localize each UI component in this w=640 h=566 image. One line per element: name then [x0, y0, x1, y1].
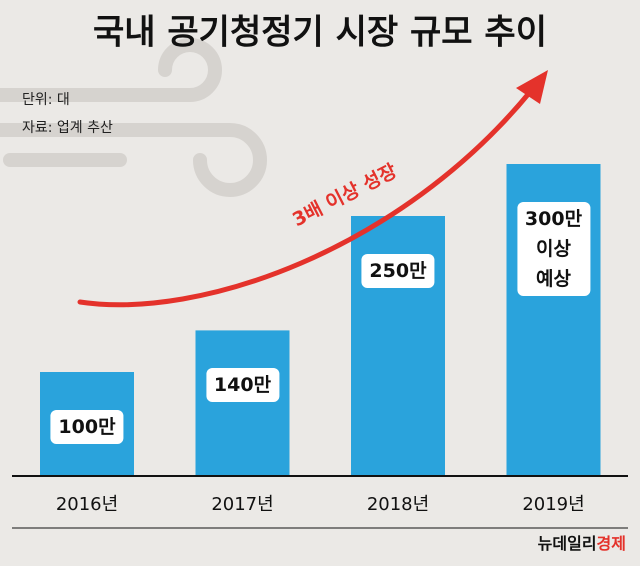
- x-tick-label: 2018년: [367, 494, 429, 515]
- arrow-head: [516, 70, 548, 104]
- value-label: 250만: [361, 254, 435, 288]
- x-tick-label: 2019년: [522, 494, 584, 515]
- wind-decoration: [0, 38, 267, 197]
- publisher-section: 경제: [597, 534, 626, 553]
- x-tick-label: 2016년: [56, 494, 118, 515]
- chart-title: 국내 공기청정기 시장 규모 추이: [93, 13, 547, 53]
- publisher-name: 뉴데일리: [538, 534, 597, 553]
- value-label: 300만 이상 예상: [516, 202, 591, 296]
- bar: [195, 330, 290, 476]
- growth-arrow: [77, 89, 533, 308]
- value-label: 100만: [50, 410, 124, 444]
- publisher: 뉴데일리경제: [538, 534, 626, 553]
- value-label: 140만: [205, 368, 280, 403]
- source-note: 자료: 업계 추산: [22, 120, 113, 136]
- unit-note: 단위: 대: [22, 92, 70, 108]
- x-tick-label: 2017년: [211, 494, 273, 515]
